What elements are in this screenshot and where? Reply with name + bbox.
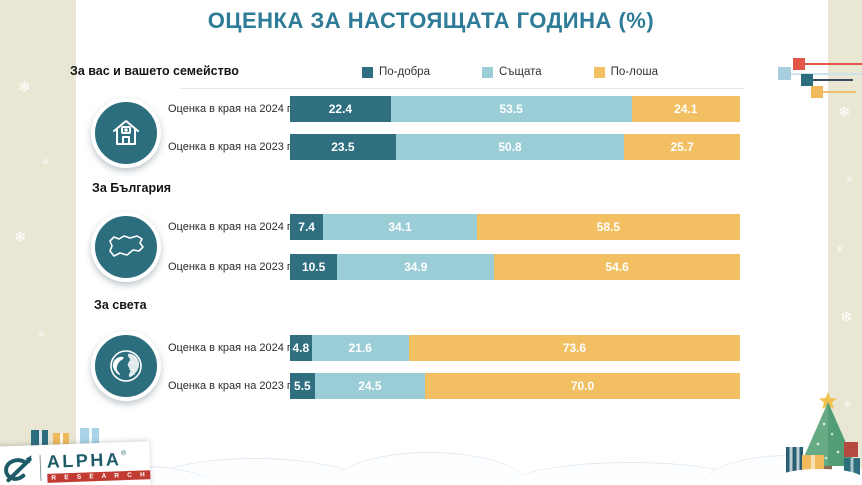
bar-segment-same: 24.5 [314,373,425,399]
bar-segment-better: 22.4 [290,96,391,122]
bar-segment-same: 21.6 [311,335,409,361]
bar-row-world-2023: Оценка в края на 2023 г. 5.5 24.5 70.0 [168,373,740,399]
bar-segment-better: 5.5 [290,373,315,399]
legend-label: По-добра [379,66,430,78]
legend-swatch-same [481,66,493,78]
house-icon [113,120,139,145]
left-decor-strip: ❄ ❄ ❄ ❄ [0,0,76,485]
bulgaria-icon-badge [91,212,161,282]
bar-segment-worse: 24.1 [631,96,740,122]
legend-item-better: По-добра [362,66,430,78]
logo-divider [39,455,42,482]
bar-segment-same: 50.8 [395,134,625,160]
legend-swatch-worse [593,66,605,78]
snowflake-icon: ❄ [42,157,50,167]
christmas-tree-art [778,378,862,485]
logo-brand-text: ALPHA [46,448,122,472]
bar-segment-better: 7.4 [290,214,324,240]
bar-row-world-2024: Оценка в края на 2024 г. 4.8 21.6 73.6 [168,335,740,361]
row-label: Оценка в края на 2023 г. [168,141,293,153]
legend-label: По-лоша [610,66,658,78]
row-label: Оценка в края на 2023 г. [168,261,293,273]
page-title: ОЦЕНКА ЗА НАСТОЯЩАТА ГОДИНА (%) [207,8,655,33]
bar-segment-same: 34.1 [323,214,477,240]
bar-segment-same: 53.5 [390,96,632,122]
snowflake-icon: ❄ [844,399,852,409]
christmas-tree-icon [778,392,862,485]
row-label: Оценка в края на 2024 г. [168,103,293,115]
world-icon-badge [91,331,161,401]
stacked-bar: 10.5 34.9 54.6 [290,254,740,280]
bar-segment-better: 4.8 [290,335,312,361]
section-header-world: За света [94,298,147,312]
stacked-bar: 7.4 34.1 58.5 [290,214,740,240]
bar-row-bulgaria-2023: Оценка в края на 2023 г. 10.5 34.9 54.6 [168,254,740,280]
bar-row-bulgaria-2024: Оценка в края на 2024 г. 7.4 34.1 58.5 [168,214,740,240]
bar-segment-worse: 25.7 [624,134,740,160]
bar-segment-worse: 54.6 [494,254,740,280]
family-icon-badge [91,98,161,168]
bar-segment-better: 10.5 [290,254,338,280]
chart-legend: По-добра Същата По-лоша [362,66,658,78]
legend-label: Същата [498,66,542,78]
bar-segment-worse: 58.5 [476,214,740,240]
globe-icon [110,350,142,382]
snowflake-icon: ❄ [836,244,844,254]
row-label: Оценка в края на 2024 г. [168,342,293,354]
logo-sub-text: R E S E A R C H [47,470,151,484]
gift-icon [31,430,48,447]
alpha-research-logo: ALPHA® R E S E A R C H [0,441,151,485]
alpha-glyph-icon [4,455,32,483]
section-header-bulgaria: За България [92,181,172,195]
bulgaria-map-icon [109,235,144,257]
stacked-bar: 4.8 21.6 73.6 [290,335,740,361]
bar-segment-worse: 73.6 [408,335,740,361]
snowflake-icon: ❄ [18,79,31,96]
snowflake-icon: ❄ [840,309,853,326]
snowflake-icon: ❄ [846,174,854,184]
snowflake-icon: ❄ [838,104,851,121]
plot-top-border [180,88,745,89]
section-header-family: За вас и вашето семейство [70,64,239,78]
legend-item-same: Същата [481,66,542,78]
bar-segment-better: 23.5 [290,134,396,160]
row-label: Оценка в края на 2023 г. [168,380,293,392]
legend-item-worse: По-лоша [593,66,658,78]
bar-segment-same: 34.9 [337,254,495,280]
stacked-bar: 23.5 50.8 25.7 [290,134,740,160]
snowflake-icon: ❄ [14,229,27,246]
stacked-bar: 22.4 53.5 24.1 [290,96,740,122]
bar-row-family-2023: Оценка в края на 2023 г. 23.5 50.8 25.7 [168,134,740,160]
legend-swatch-better [362,66,373,78]
snowflake-icon: ❄ [38,329,46,339]
bar-row-family-2024: Оценка в края на 2024 г. 22.4 53.5 24.1 [168,96,740,122]
stacked-bar: 5.5 24.5 70.0 [290,373,740,399]
bar-segment-worse: 70.0 [425,373,740,399]
row-label: Оценка в края на 2024 г. [168,221,293,233]
logo-registered-mark: ® [120,449,127,457]
